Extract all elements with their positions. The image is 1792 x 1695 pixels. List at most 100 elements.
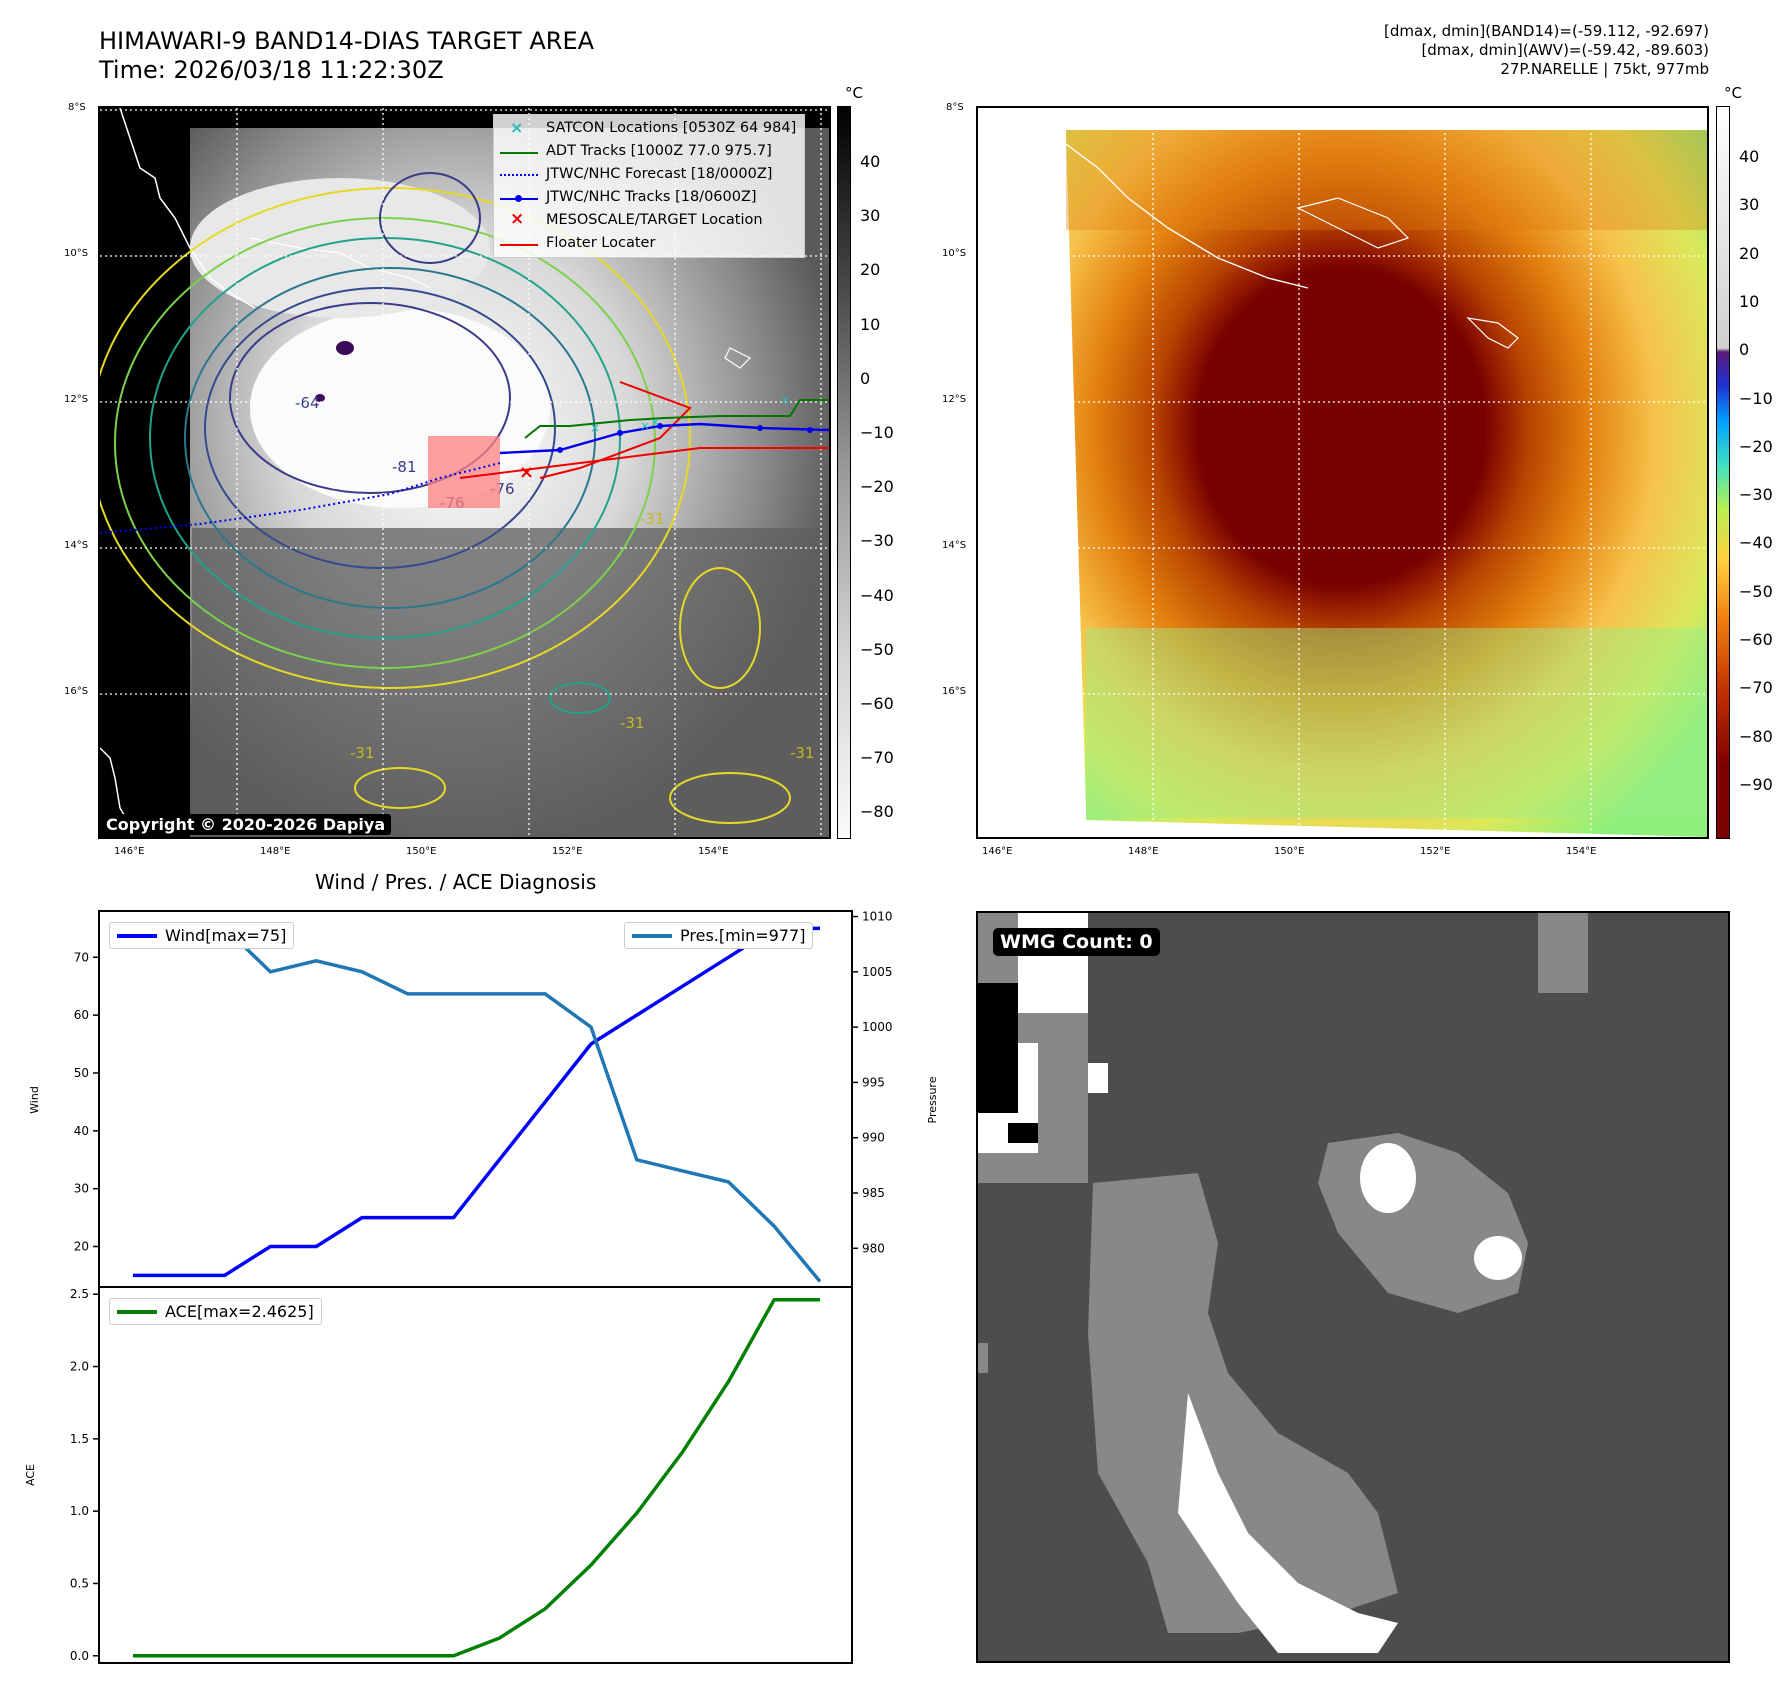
ace-axis-label: ACE <box>24 1464 37 1486</box>
legend-floater: Floater Locater <box>498 232 796 255</box>
y-tick-label: 1000 <box>862 1020 893 1034</box>
target-marker: × <box>519 462 534 483</box>
lat-label: 8°S <box>68 102 86 113</box>
wmg-count-badge: WMG Count: 0 <box>993 928 1160 956</box>
y-tick-label: 30 <box>74 1182 89 1196</box>
colorbar-tick: −40 <box>860 585 894 605</box>
y-tick-label: 20 <box>74 1240 89 1254</box>
lon-label: 150°E <box>1274 846 1305 857</box>
contour-label: -64 <box>295 394 320 412</box>
legend-tracks: JTWC/NHC Tracks [18/0600Z] <box>498 186 796 209</box>
awv-image <box>1066 130 1707 837</box>
y-tick-label: 60 <box>74 1008 89 1022</box>
lat-label: 16°S <box>64 686 89 697</box>
forecast-track <box>100 462 501 534</box>
colorbar-tick: −50 <box>860 639 894 659</box>
lat-label: 16°S <box>942 686 967 697</box>
pressure-series-line <box>133 925 822 1283</box>
lon-label: 150°E <box>406 846 437 857</box>
contour-label: -31 <box>350 744 375 762</box>
pressure-legend: Pres.[min=977] <box>624 922 814 949</box>
diagnosis-title: Wind / Pres. / ACE Diagnosis <box>315 870 597 894</box>
y-tick-label: 1010 <box>862 910 893 924</box>
colorbar-tick: −70 <box>1739 678 1773 698</box>
temperature-contours <box>100 172 791 824</box>
y-tick-label: 1005 <box>862 965 893 979</box>
colorbar-tick: −30 <box>1739 485 1773 505</box>
figure-title: HIMAWARI-9 BAND14-DIAS TARGET AREA <box>99 27 595 55</box>
awv-map-panel <box>976 106 1709 839</box>
wind-legend-swatch <box>117 933 157 938</box>
colorbar-tick: −40 <box>1739 533 1773 553</box>
colorbar-tick: 40 <box>1739 147 1760 166</box>
colorbar-tick: 10 <box>1739 291 1760 311</box>
wind-legend: Wind[max=75] <box>109 922 295 949</box>
info-band14: [dmax, dmin](BAND14)=(-59.112, -92.697) <box>1384 22 1709 40</box>
y-tick-label: 985 <box>862 1186 885 1200</box>
colorbar-tick: 10 <box>860 314 881 334</box>
wind-axis-label: Wind <box>28 1086 41 1114</box>
lat-label: 10°S <box>64 248 89 259</box>
colorbar-tick: −20 <box>1739 436 1773 456</box>
contour-label: -31 <box>640 510 665 528</box>
coastline <box>1057 137 1309 289</box>
ace-series-line <box>133 1297 820 1658</box>
ace-legend: ACE[max=2.4625] <box>109 1298 322 1325</box>
contour-label: -31 <box>790 744 815 762</box>
lon-label: 146°E <box>114 846 145 857</box>
colorbar-tick: −50 <box>1739 581 1773 601</box>
colorbar-tick: −10 <box>860 423 894 442</box>
wmg-panel: WMG Count: 0 <box>976 911 1730 1663</box>
colorbar-tick: −60 <box>860 694 894 713</box>
colorbar-tick: −30 <box>860 531 894 551</box>
y-tick-label: 1.0 <box>70 1504 89 1518</box>
legend-adt: ADT Tracks [1000Z 77.0 975.7] <box>498 140 796 163</box>
pressure-legend-label: Pres.[min=977] <box>680 926 806 945</box>
colorbar2 <box>1716 106 1730 839</box>
map-legend: × SATCON Locations [0530Z 64 984] ADT Tr… <box>493 114 806 258</box>
lon-label: 148°E <box>260 846 291 857</box>
lon-label: 154°E <box>698 846 729 857</box>
coastline <box>119 108 256 309</box>
colorbar-tick: −60 <box>1739 630 1773 649</box>
awv-map <box>978 108 1707 837</box>
lat-label: 14°S <box>942 540 967 551</box>
figure-time: Time: 2026/03/18 11:22:30Z <box>99 56 444 84</box>
colorbar-tick: 0 <box>860 368 871 388</box>
svg-text:×: × <box>640 419 650 433</box>
wind-legend-label: Wind[max=75] <box>165 926 287 945</box>
lon-label: 152°E <box>1420 846 1451 857</box>
ace-legend-label: ACE[max=2.4625] <box>165 1302 314 1321</box>
ace-axes <box>98 1286 853 1664</box>
colorbar-tick: −70 <box>860 748 894 768</box>
y-tick-label: 995 <box>862 1075 885 1089</box>
colorbar-tick: −90 <box>1739 774 1773 794</box>
colorbar2-unit: °C <box>1724 84 1742 102</box>
svg-text:×: × <box>650 415 660 429</box>
colorbar-tick: −10 <box>1739 388 1773 408</box>
ace-yticks: 0.0 0.5 1.0 1.5 2.0 2.5 <box>70 1287 99 1663</box>
lon-label: 154°E <box>1566 846 1597 857</box>
lat-label: 12°S <box>64 394 89 405</box>
adt-track <box>524 399 829 439</box>
ace-legend-swatch <box>117 1309 157 1314</box>
colorbar-tick: −80 <box>860 802 894 822</box>
colorbar-tick: 30 <box>1739 195 1760 215</box>
svg-text:×: × <box>590 421 600 435</box>
y-tick-label: 0.0 <box>70 1649 89 1663</box>
y-tick-label: 40 <box>74 1124 89 1138</box>
lon-label: 146°E <box>982 846 1013 857</box>
colorbar1 <box>837 106 851 839</box>
colorbar1-unit: °C <box>845 84 863 102</box>
lat-label: 8°S <box>946 102 964 113</box>
lon-label: 152°E <box>552 846 583 857</box>
copyright-label: Copyright © 2020-2026 Dapiya <box>100 814 392 835</box>
y-tick-label: 990 <box>862 1131 885 1145</box>
y-tick-label: 980 <box>862 1241 885 1255</box>
legend-mesoscale: × MESOSCALE/TARGET Location <box>510 208 763 229</box>
wmg-image <box>978 913 1588 1653</box>
colorbar-tick: −20 <box>860 477 894 497</box>
colorbar-tick: 30 <box>860 206 881 226</box>
colorbar-tick: 0 <box>1739 340 1750 360</box>
